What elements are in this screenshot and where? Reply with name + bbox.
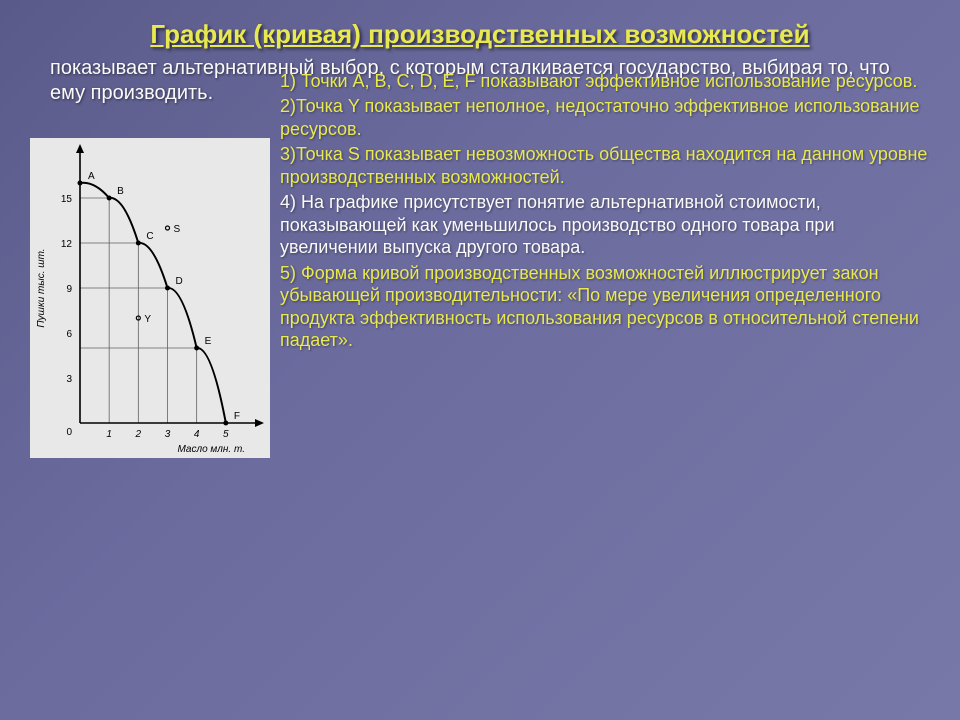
svg-text:E: E [205,336,212,347]
chart-svg: 3691215012345ABCDEFSYПушки тыс. шт.Масло… [30,138,270,458]
ppf-chart: 3691215012345ABCDEFSYПушки тыс. шт.Масло… [30,138,270,463]
svg-text:3: 3 [66,374,72,385]
bullet-point: 1) Точки A, B, C, D, E, F показывают эфф… [280,70,930,93]
svg-text:12: 12 [61,239,73,250]
svg-text:1: 1 [106,429,112,440]
bullet-point: 2)Точка Y показывает неполное, недостато… [280,95,930,140]
svg-text:S: S [174,224,181,235]
svg-text:9: 9 [66,284,72,295]
slide-title: График (кривая) производственных возможн… [30,18,930,52]
points-list: 1) Точки A, B, C, D, E, F показывают эфф… [280,70,930,355]
svg-text:A: A [88,171,95,182]
svg-text:Пушки тыс. шт.: Пушки тыс. шт. [36,248,47,327]
slide: График (кривая) производственных возможн… [0,0,960,720]
svg-text:3: 3 [165,429,171,440]
svg-text:Масло млн. т.: Масло млн. т. [177,444,245,455]
svg-text:4: 4 [194,429,200,440]
bullet-point: 4) На графике присутствует понятие альте… [280,191,930,259]
svg-text:0: 0 [66,427,72,438]
svg-text:6: 6 [66,329,72,340]
svg-text:D: D [176,276,183,287]
svg-text:B: B [117,186,124,197]
svg-text:2: 2 [135,429,142,440]
svg-text:C: C [146,231,153,242]
bullet-point: 5) Форма кривой производственных возможн… [280,262,930,352]
svg-text:5: 5 [223,429,229,440]
svg-text:15: 15 [61,194,73,205]
bullet-point: 3)Точка S показывает невозможность общес… [280,143,930,188]
svg-text:Y: Y [144,314,151,325]
svg-text:F: F [234,411,240,422]
